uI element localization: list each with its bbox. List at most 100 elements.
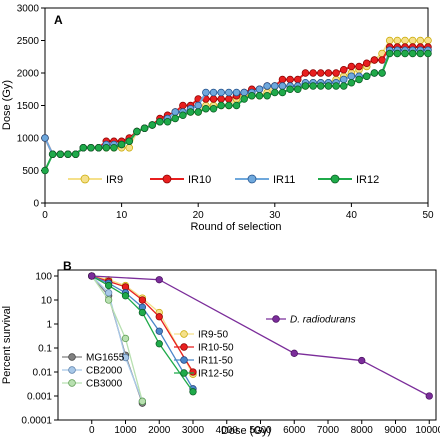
panel-a-point (64, 150, 72, 159)
panel-a-y-tick-label: 2000 (17, 69, 40, 80)
panel-a-point (225, 101, 233, 110)
panel-a-point (255, 91, 264, 100)
panel-a-x-tick-label: 30 (269, 210, 281, 221)
panel-a-point (317, 82, 325, 90)
panel-a-point (294, 75, 302, 84)
panel-a-point (263, 82, 271, 90)
panel-b-legend-marker (180, 356, 188, 364)
panel-b-x-tick-label: 10000 (415, 425, 440, 436)
panel-a-legend-marker (162, 174, 172, 184)
panel-b-y-tick-label: 1 (46, 320, 52, 331)
panel-b-y-tick-label: 0.001 (27, 392, 52, 403)
panel-a-legend-label: IR11 (273, 174, 295, 186)
panel-a-legend-marker (247, 174, 257, 184)
panel-a-point (339, 65, 348, 74)
panel-a-point (408, 49, 417, 58)
panel-a-point (278, 82, 287, 90)
panel-b-y-axis-label: Percent survival (1, 306, 13, 384)
panel-b-line-cb2000 (91, 275, 143, 402)
panel-a-point (339, 82, 348, 90)
panel-b-point (104, 289, 113, 297)
panel-a-point (133, 127, 141, 136)
panel-a-point (324, 69, 333, 77)
panel-b-point (138, 397, 147, 405)
panel-b-y-tick-label: 0.01 (33, 368, 53, 379)
panel-a-point (393, 36, 402, 45)
panel-a-point (232, 101, 241, 110)
panel-b-y-tick-label: 0.1 (38, 344, 52, 355)
panel-a-point (324, 82, 333, 90)
panel-a-point (255, 85, 264, 93)
panel-a-legend-label: IR9 (106, 174, 123, 186)
panel-b-legend-label: CB3000 (86, 379, 123, 390)
panel-a-point (240, 88, 248, 97)
panel-a-y-ticks: 0 500 1000 1500 2000 2500 3000 (17, 4, 45, 210)
panel-a-line-ir12 (44, 52, 428, 171)
panel-a-point (401, 49, 409, 58)
panel-b-point (104, 296, 113, 304)
panel-a-point (87, 144, 95, 152)
panel-a-point (94, 144, 103, 152)
panel-b-x-tick-label: 7000 (317, 425, 340, 436)
panel-a-point (294, 85, 302, 93)
panel-a-legend: IR9 IR10 IR11 IR12 (68, 174, 379, 186)
panel-b-legend-marker (68, 353, 76, 361)
panel-b-point (121, 334, 130, 343)
panel-a-point (248, 91, 256, 100)
panel-b-point (425, 392, 433, 400)
panel-b-x-tick-label: 1000 (114, 425, 137, 436)
panel-a-point (347, 72, 356, 80)
panel-b-line-cb3000 (91, 275, 144, 402)
panel-a-point (416, 49, 425, 58)
panel-b-point (290, 349, 298, 357)
panel-a-point (370, 69, 379, 77)
panel-a-point (79, 144, 88, 152)
panel-a-point (362, 59, 371, 67)
panel-a-point (332, 82, 340, 90)
panel-a-point (317, 69, 325, 77)
panel-b-point (189, 368, 197, 376)
panel-b-x-tick-label: 4000 (216, 425, 239, 436)
panel-a-point (355, 75, 363, 84)
panel-a-point (332, 69, 340, 77)
panel-a-y-tick-label: 1000 (17, 134, 40, 145)
panel-a-x-axis-label: Round of selection (190, 221, 281, 233)
panel-a-point (393, 49, 402, 58)
panel-a-point (278, 75, 287, 84)
panel-a-point (171, 114, 179, 123)
panel-a-x-tick-label: 20 (193, 210, 205, 221)
panel-a-point (117, 140, 126, 149)
panel-a-point (309, 82, 317, 90)
panel-a-point (263, 91, 271, 100)
panel-b-point (189, 388, 197, 396)
panel-a-point (194, 108, 202, 116)
panel-b-y-tick-label: 10 (41, 296, 53, 307)
panel-b-line-d-radiodurans (91, 275, 430, 397)
panel-b-x-tick-label: 6000 (283, 425, 306, 436)
panel-a-point (240, 95, 248, 103)
panel-a-point (140, 124, 149, 132)
panel-a-point (424, 36, 432, 45)
panel-a-point (202, 88, 210, 97)
panel-a-point (286, 75, 294, 84)
panel-a-x-tick-label: 50 (422, 210, 434, 221)
panel-b-legend-marker (68, 366, 76, 374)
panel-a-point (41, 134, 49, 142)
panel-a-point (209, 88, 218, 97)
panel-a-legend-marker (330, 174, 340, 184)
panel-a-point (309, 69, 317, 77)
panel-a-y-tick-label: 2500 (17, 36, 40, 47)
panel-a-point (48, 150, 57, 159)
panel-b-y-tick-label: 0.0001 (21, 416, 52, 427)
panel-a-point (271, 82, 279, 90)
panel-a-point (56, 150, 65, 159)
panel-a-point (186, 108, 195, 116)
panel-b-point (121, 353, 130, 362)
panel-a-point (217, 88, 225, 97)
panel-a-x-tick-label: 40 (346, 210, 358, 221)
panel-b-legend-marker (180, 330, 188, 338)
panel-a-point (232, 88, 241, 97)
panel-a-point (217, 101, 225, 110)
panel-a-point (347, 78, 356, 87)
